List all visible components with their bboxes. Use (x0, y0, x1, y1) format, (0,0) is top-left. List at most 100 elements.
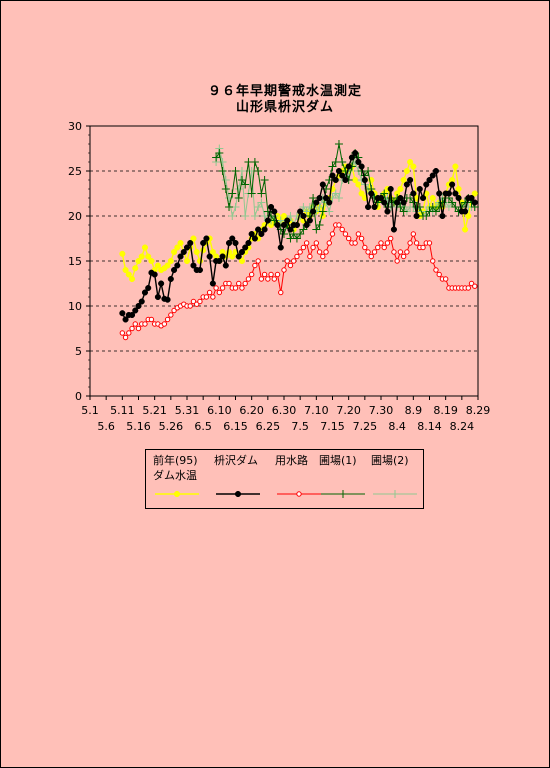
data-point (258, 230, 265, 238)
data-point (190, 235, 197, 242)
data-point (197, 298, 203, 305)
data-point (300, 244, 307, 251)
data-point (219, 285, 226, 291)
data-point (396, 203, 405, 211)
data-point (277, 244, 284, 251)
data-point (404, 249, 410, 255)
data-point (128, 275, 136, 283)
y-tick-label: 5 (75, 345, 82, 358)
data-point (348, 154, 355, 161)
x-tick-label-top: 7.30 (369, 404, 394, 417)
data-point (438, 198, 447, 207)
data-point (187, 239, 194, 247)
data-point (468, 194, 475, 202)
data-point (257, 198, 266, 207)
data-point (384, 208, 391, 215)
legend-marker (234, 490, 242, 498)
data-point (472, 283, 478, 289)
data-point (142, 321, 148, 327)
data-point (203, 235, 210, 242)
legend-swatch (155, 490, 199, 498)
data-point (471, 190, 478, 197)
data-point (426, 240, 433, 246)
x-tick-label-top: 6.20 (239, 404, 264, 417)
x-tick-label-top: 5.1 (81, 404, 99, 417)
data-point (397, 249, 404, 255)
data-point (251, 235, 258, 242)
data-point (371, 249, 378, 255)
data-point (280, 221, 288, 229)
x-tick-label-top: 8.9 (405, 404, 423, 417)
data-point (431, 207, 440, 216)
data-point (315, 203, 324, 211)
data-point (215, 149, 224, 157)
data-point (119, 250, 126, 257)
data-point (400, 176, 407, 184)
data-point (187, 303, 193, 309)
data-point (294, 253, 300, 260)
data-point (323, 249, 329, 255)
data-point (352, 149, 359, 157)
x-tick-label-bottom: 6.25 (256, 420, 281, 433)
chart-title: ９６年早期警戒水温測定 (207, 84, 362, 99)
data-point (419, 194, 427, 202)
data-point (229, 253, 236, 260)
data-point (318, 207, 327, 216)
data-point (196, 266, 203, 274)
data-point (355, 181, 362, 188)
legend-label: 圃場(1) (319, 454, 357, 467)
data-point (234, 185, 243, 193)
legend-label: 用水路 (275, 454, 308, 467)
data-point (281, 267, 287, 273)
data-point (210, 294, 216, 300)
data-point (132, 265, 139, 272)
data-point (141, 289, 149, 296)
data-point (336, 222, 342, 228)
data-point (433, 267, 439, 273)
data-point (232, 239, 239, 247)
legend-swatch (321, 490, 365, 498)
data-point (361, 176, 368, 184)
data-point (432, 167, 440, 175)
data-point (328, 162, 337, 171)
legend-label: ダム水温 (153, 469, 197, 482)
data-point (135, 302, 142, 310)
data-point (119, 330, 126, 336)
data-point (452, 190, 459, 197)
data-point (168, 312, 174, 318)
data-point (310, 244, 316, 251)
data-point (268, 203, 275, 211)
data-point (238, 248, 246, 256)
data-point (138, 298, 145, 305)
data-point (145, 284, 152, 292)
data-point (297, 249, 303, 255)
data-point (334, 194, 343, 202)
y-tick-label: 20 (68, 210, 82, 223)
series-2 (119, 222, 478, 341)
data-point (255, 258, 261, 264)
data-point (221, 185, 230, 193)
data-point (320, 253, 326, 260)
data-point (268, 271, 274, 278)
data-point (355, 231, 362, 237)
data-point (209, 248, 216, 256)
chart-subtitle: 山形県枡沢ダム (235, 100, 334, 115)
data-point (313, 199, 320, 206)
data-point (399, 207, 408, 216)
data-point (410, 163, 417, 170)
data-point (234, 194, 243, 202)
data-point (303, 221, 310, 229)
data-point (403, 167, 410, 175)
data-point (339, 226, 345, 233)
x-tick-label-bottom: 8.4 (388, 420, 406, 433)
data-point (248, 230, 255, 238)
data-point (465, 285, 471, 291)
data-point (455, 194, 462, 202)
data-point (278, 289, 284, 296)
data-point (167, 275, 174, 283)
data-point (380, 189, 389, 198)
data-point (245, 276, 252, 282)
data-point (258, 276, 265, 282)
data-point (358, 163, 365, 170)
data-point (316, 249, 323, 255)
